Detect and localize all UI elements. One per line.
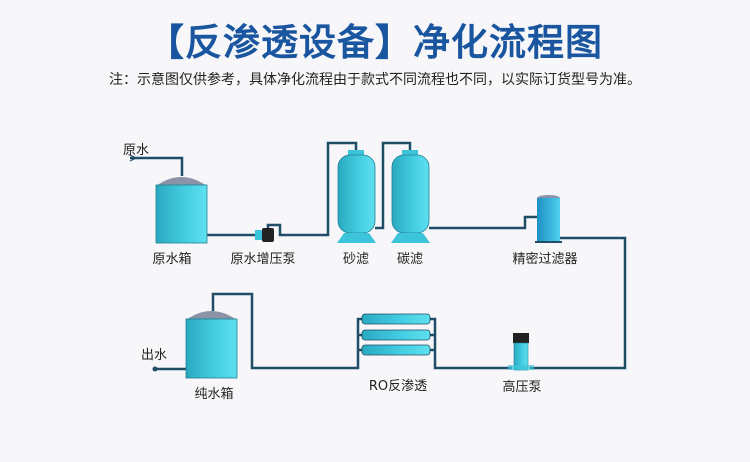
outlet-arrow-icon xyxy=(152,366,158,372)
raw-water-tank xyxy=(155,177,208,244)
label-sand-filter: 砂滤 xyxy=(343,252,369,267)
inlet-arrow-icon xyxy=(129,154,138,162)
label-raw-tank: 原水箱 xyxy=(152,251,191,267)
label-carbon-filter: 碳滤 xyxy=(397,252,423,267)
label-booster-pump: 原水增压泵 xyxy=(230,252,295,267)
label-precision-filter: 精密过滤器 xyxy=(512,251,577,267)
pure-water-tank xyxy=(185,311,238,379)
ro-membranes xyxy=(361,313,431,356)
label-high-pressure-pump: 高压泵 xyxy=(502,379,541,395)
booster-pump xyxy=(255,228,274,242)
pipes xyxy=(130,141,627,371)
subtitle-note: 注：示意图仅供参考，具体净化流程由于款式不同流程也不同，以实际订货型号为准。 xyxy=(109,72,641,88)
high-pressure-pump xyxy=(508,333,534,371)
label-outlet: 出水 xyxy=(141,348,167,363)
precision-filter xyxy=(535,195,562,243)
carbon-filter xyxy=(391,150,430,243)
page-title: 【反渗透设备】净化流程图 xyxy=(147,21,603,64)
sand-filter xyxy=(337,150,376,243)
label-pure-tank: 纯水箱 xyxy=(194,386,233,402)
label-inlet: 原水 xyxy=(123,143,149,158)
label-ro: RO反渗透 xyxy=(369,379,427,394)
